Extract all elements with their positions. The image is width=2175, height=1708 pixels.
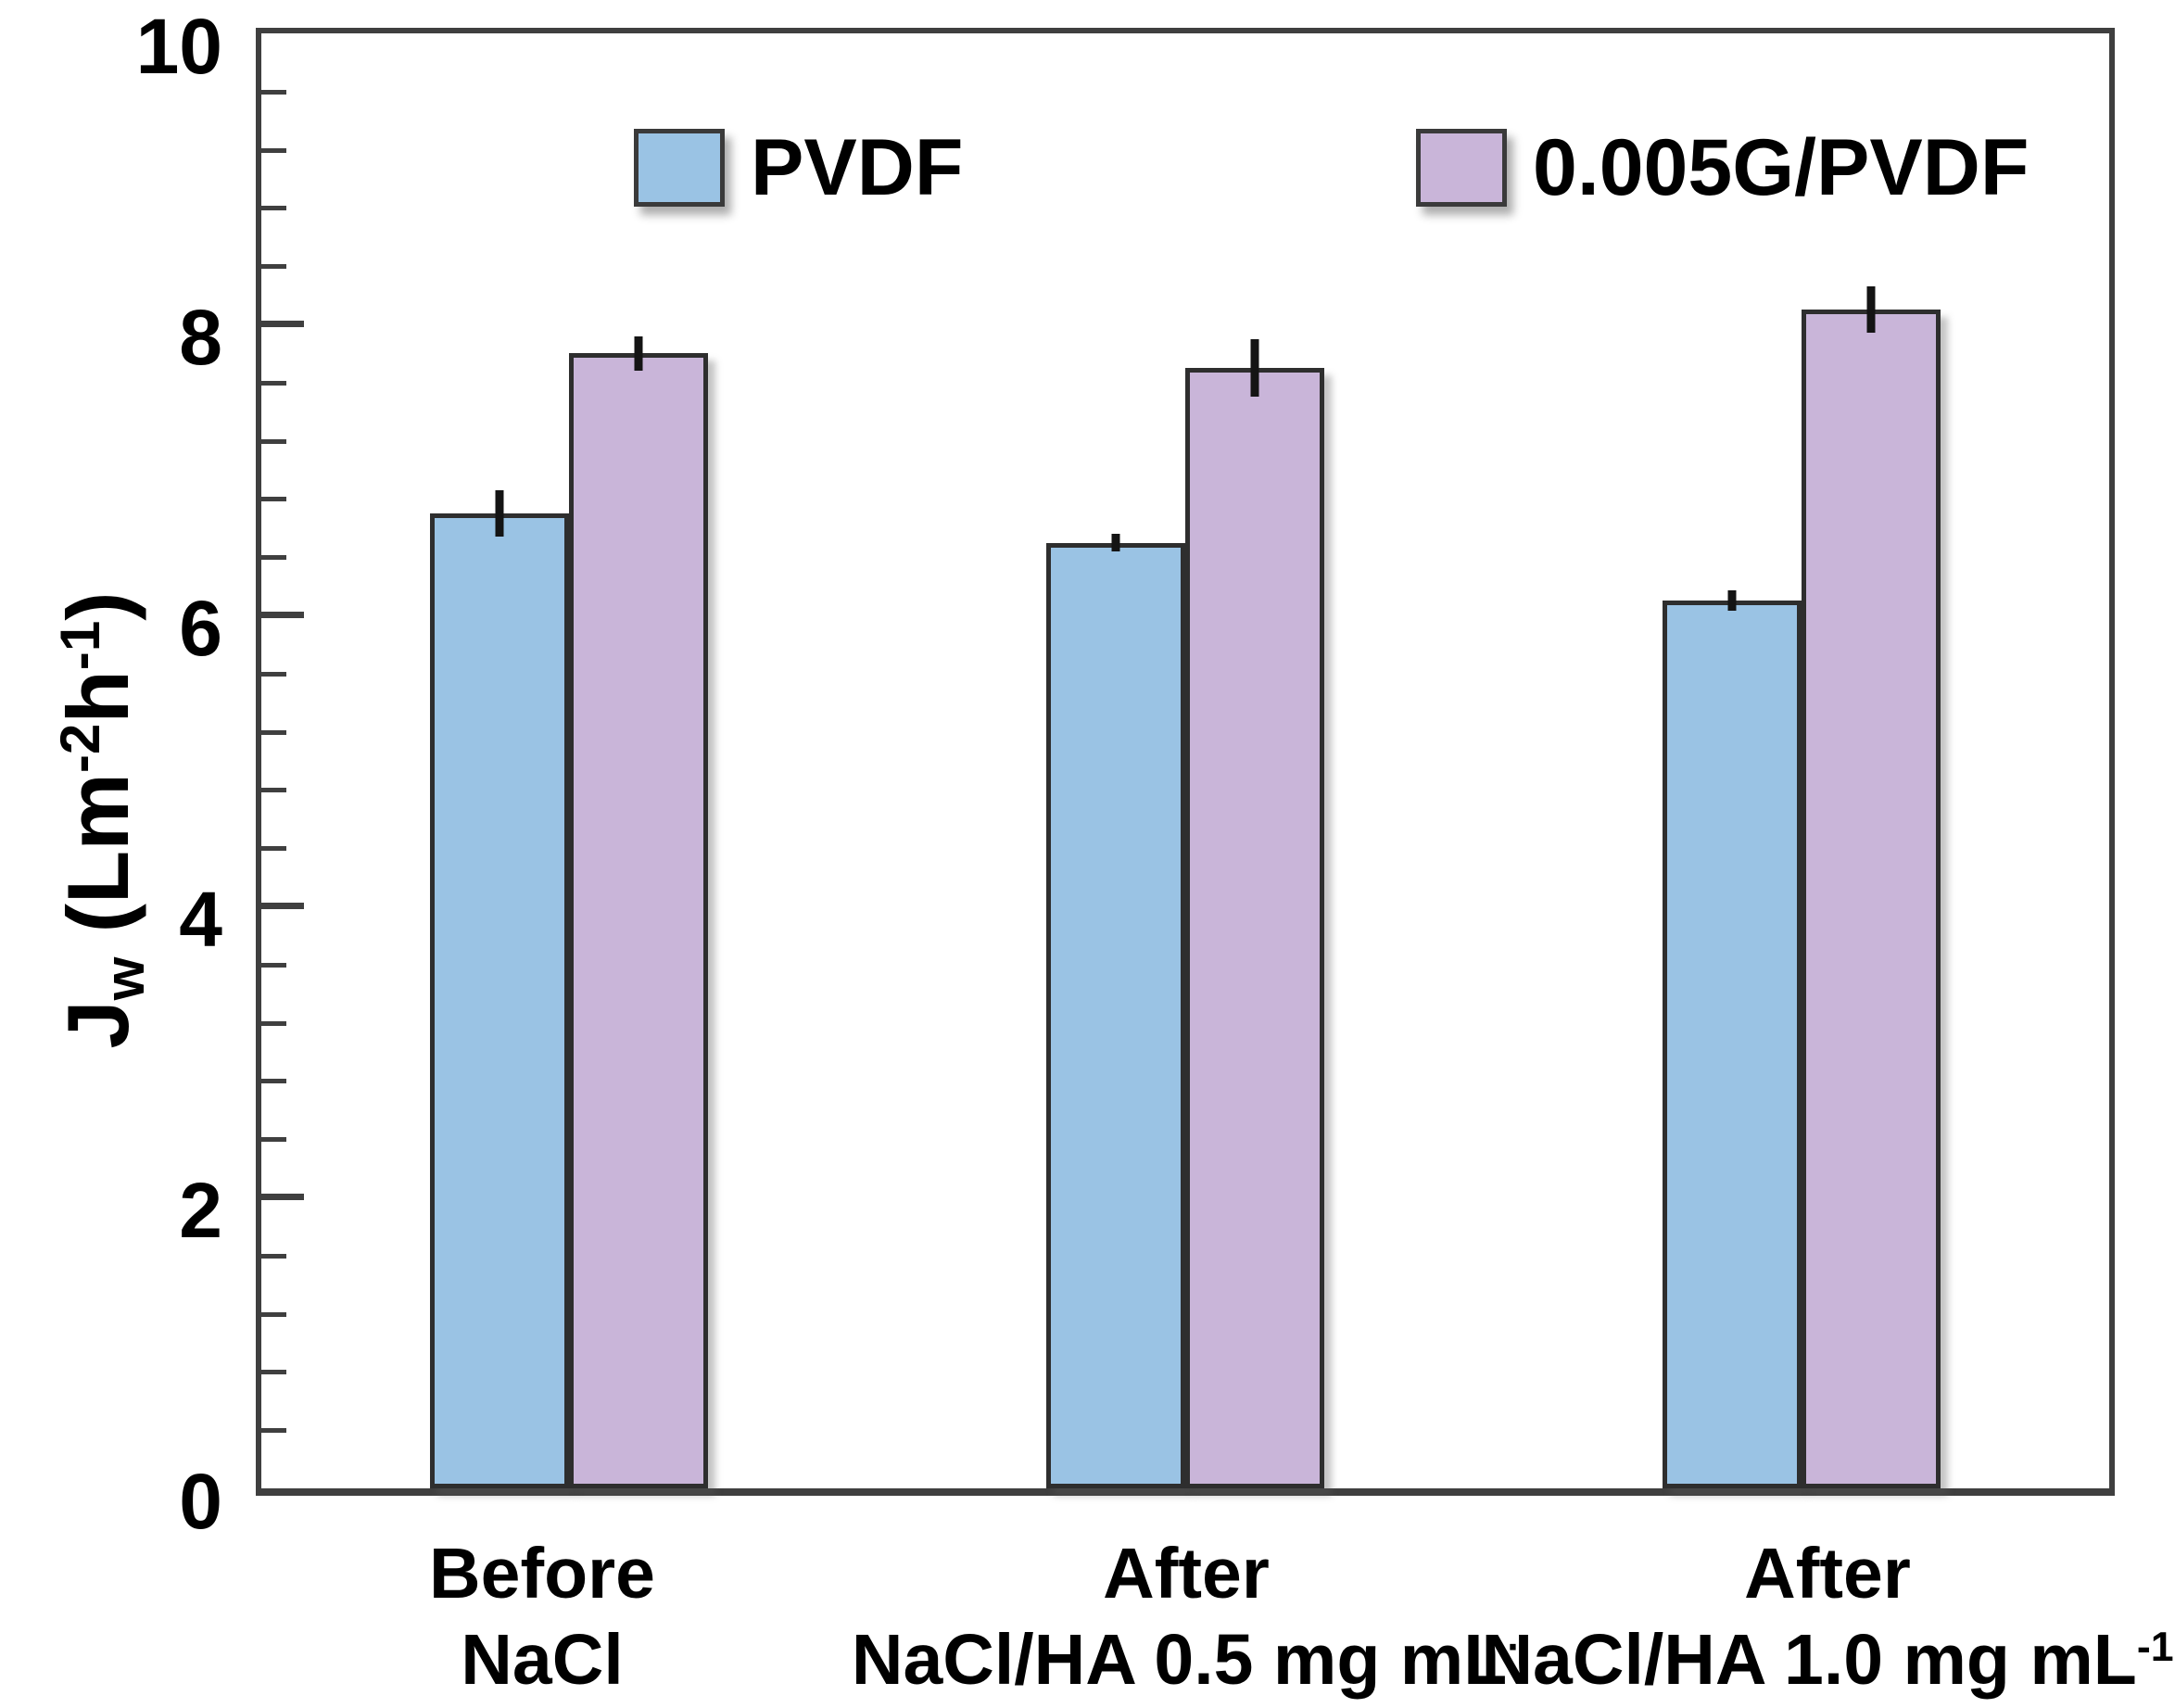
y-major-tick: [261, 903, 304, 909]
x-category-label-line2: NaCl: [461, 1620, 624, 1700]
x-category-label-line1: Before: [429, 1534, 655, 1613]
x-category-label-line1: After: [1103, 1534, 1270, 1613]
y-tick-label: 2: [179, 1167, 222, 1254]
bar-pvdf-category-1: [430, 513, 570, 1488]
x-category-label-superscript: -1: [2136, 1625, 2174, 1671]
error-bar: [634, 335, 643, 372]
error-bar: [1111, 534, 1120, 551]
y-minor-tick: [261, 1020, 286, 1026]
legend-swatch-g-pvdf: [1416, 129, 1507, 207]
y-minor-tick: [261, 846, 286, 852]
y-axis-unit-exponent-1: -2: [48, 723, 111, 774]
y-major-tick: [261, 612, 304, 618]
y-tick-label: 0: [179, 1458, 222, 1545]
bar-g-pvdf-category-2: [1185, 368, 1324, 1488]
y-minor-tick: [261, 497, 286, 502]
y-minor-tick: [261, 1428, 286, 1434]
y-minor-tick: [261, 1137, 286, 1143]
plot-area: PVDF 0.005G/PVDF: [256, 28, 2115, 1496]
y-minor-tick: [261, 1253, 286, 1259]
x-category-label-line2: NaCl/HA 1.0 mg mL-1: [1481, 1620, 2174, 1700]
y-tick-label: 6: [179, 585, 222, 672]
x-category-label-line1: After: [1744, 1534, 1911, 1613]
y-minor-tick: [261, 1311, 286, 1317]
y-axis-symbol-subscript: w: [93, 956, 156, 1001]
legend-swatch-pvdf: [634, 129, 725, 207]
bar-pvdf-category-2: [1046, 542, 1185, 1488]
x-category-label-3: After NaCl/HA 1.0 mg mL-1: [1481, 1531, 2173, 1708]
y-axis-symbol: J: [49, 1000, 146, 1049]
x-category-label-2: After NaCl/HA 0.5 mg mL·: [852, 1531, 1521, 1708]
x-category-label-1: Before NaCl: [429, 1531, 655, 1703]
y-major-tick: [261, 321, 304, 327]
y-tick-label: 10: [135, 3, 222, 90]
error-bar: [495, 489, 504, 538]
y-major-tick: [261, 1194, 304, 1200]
legend-item-pvdf: PVDF: [634, 128, 963, 208]
y-axis-unit-h: h: [49, 670, 146, 724]
y-tick-label: 4: [179, 876, 222, 963]
y-minor-tick: [261, 380, 286, 386]
y-minor-tick: [261, 729, 286, 735]
y-minor-tick: [261, 555, 286, 561]
legend-label-g-pvdf: 0.005G/PVDF: [1533, 123, 2030, 212]
error-bar: [1866, 286, 1876, 334]
legend-label-pvdf: PVDF: [751, 123, 964, 212]
y-minor-tick: [261, 264, 286, 270]
error-bar: [1727, 590, 1737, 612]
error-bar: [1250, 338, 1259, 398]
y-minor-tick: [261, 1079, 286, 1084]
bar-g-pvdf-category-1: [569, 353, 709, 1488]
y-minor-tick: [261, 671, 286, 677]
y-minor-tick: [261, 788, 286, 793]
y-minor-tick: [261, 206, 286, 211]
y-tick-label: 8: [179, 294, 222, 381]
y-minor-tick: [261, 962, 286, 968]
x-category-label-superscript: ·: [1507, 1625, 1522, 1671]
y-minor-tick: [261, 147, 286, 153]
legend-item-g-pvdf: 0.005G/PVDF: [1416, 128, 2029, 208]
bar-g-pvdf-category-3: [1801, 310, 1941, 1488]
plot-inner: [261, 33, 2109, 1488]
x-category-label-line2: NaCl/HA 0.5 mg mL·: [851, 1620, 1522, 1700]
y-minor-tick: [261, 1370, 286, 1375]
bar-pvdf-category-3: [1662, 601, 1802, 1488]
y-minor-tick: [261, 89, 286, 95]
y-minor-tick: [261, 438, 286, 444]
